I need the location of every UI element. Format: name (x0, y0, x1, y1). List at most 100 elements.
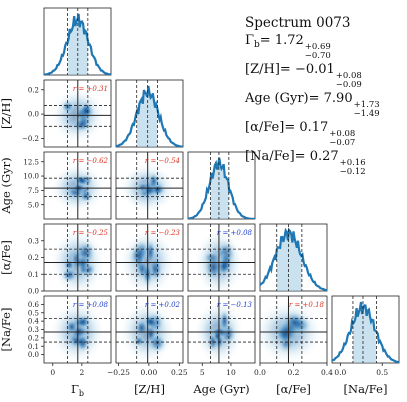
density-blob (60, 267, 79, 284)
density-blob (203, 253, 224, 282)
summary-param-value: 0.27 (309, 149, 339, 164)
x-tick-label: 5 (200, 368, 205, 377)
summary-param-errors: +0.16 −0.12 (340, 159, 366, 177)
y-tick-label: 0.3 (28, 237, 39, 245)
correlation-label: r = −0.23 (145, 229, 181, 237)
correlation-label: r = −0.13 (217, 301, 253, 309)
density-blob (75, 333, 90, 353)
panel-frame (115, 223, 184, 292)
y-axis-label: [α/Fe] (0, 240, 13, 275)
panel-frame (43, 151, 112, 220)
y-tick-label: 0.1 (28, 271, 39, 279)
summary-param-plus: +0.69 (304, 42, 331, 52)
y-tick-label: 0.5 (28, 309, 39, 317)
y-tick-label: 0.2 (28, 86, 39, 94)
summary-param-minus: −0.12 (339, 167, 366, 177)
x-tick-label: 0.4 (321, 368, 333, 377)
summary-param-minus: −1.49 (353, 109, 380, 119)
summary-param-value: 7.90 (323, 91, 353, 106)
summary-param-errors: +0.08 −0.07 (329, 130, 355, 148)
y-tick-label: 0.4 (28, 318, 40, 326)
correlation-label: r = +0.08 (217, 229, 253, 237)
posterior-panel (43, 7, 112, 76)
summary-param-subscript: b (254, 40, 260, 50)
summary-param-label: [α/Fe] (245, 120, 285, 135)
summary-equals: = (279, 62, 295, 77)
x-tick-label: 2 (79, 368, 84, 377)
y-tick-label: 5.0 (28, 201, 39, 209)
summary-param-errors: +0.69 −0.70 (305, 43, 331, 61)
posterior-panel (115, 79, 184, 148)
density-panel (43, 223, 112, 292)
x-tick-label: 0.00 (141, 368, 158, 377)
summary-equals: = (259, 33, 275, 48)
x-axis-label: [Na/Fe] (344, 382, 388, 396)
summary-param-value: −0.01 (294, 62, 335, 77)
summary-param-plus: +1.73 (353, 100, 380, 110)
x-tick-label: 0.25 (171, 368, 188, 377)
panel-frame (115, 295, 184, 364)
summary-param-label: Age (Gyr) (245, 91, 309, 106)
correlation-label: r = +0.02 (145, 301, 181, 309)
x-tick-label: 0.0 (334, 368, 346, 377)
density-panel (115, 151, 184, 220)
y-axis-label: [Z/H] (0, 98, 13, 129)
y-tick-label: 0.0 (28, 111, 39, 119)
density-panel (43, 295, 112, 364)
summary-param-value: 1.72 (274, 33, 304, 48)
x-tick-label: 0.5 (376, 368, 388, 377)
x-axis-label: [Z/H] (134, 382, 165, 396)
summary-param-row: [α/Fe]= 0.17 +0.08 −0.07 (245, 119, 380, 148)
correlation-label: r = −0.54 (145, 157, 180, 165)
summary-panel: Spectrum 0073 Γb= 1.72 +0.69 −0.70 [Z/H]= −… (245, 14, 380, 177)
density-panel (187, 223, 256, 292)
panel-frame (187, 295, 256, 364)
y-tick-label: 0.2 (28, 334, 39, 342)
density-blob (147, 171, 160, 191)
y-tick-label: 0.6 (28, 301, 40, 309)
summary-title: Spectrum 0073 (245, 15, 351, 31)
x-tick-label: 0.2 (288, 368, 300, 377)
summary-param-value: 0.17 (299, 120, 329, 135)
x-tick-label: 0.0 (254, 368, 266, 377)
summary-equals: = (294, 149, 310, 164)
y-tick-label: 0.0 (28, 288, 39, 296)
summary-param-label: Γ (245, 33, 255, 48)
x-tick-label: 0 (50, 368, 55, 377)
posterior-panel (259, 223, 328, 292)
summary-param-row: [Na/Fe]= 0.27 +0.16 −0.12 (245, 148, 380, 177)
posterior-curve (188, 157, 255, 219)
posterior-curve (332, 301, 399, 363)
correlation-label: r = +0.08 (73, 301, 109, 309)
density-panel (115, 295, 184, 364)
credible-interval-fill (352, 302, 377, 363)
y-tick-label: 0.2 (28, 254, 39, 262)
density-blob (64, 319, 79, 335)
y-tick-label: 7.5 (28, 187, 39, 195)
summary-param-minus: −0.09 (335, 80, 362, 90)
correlation-label: r = +0.31 (73, 85, 108, 93)
density-blob (72, 174, 90, 186)
x-axis-label: Age (Gyr) (192, 382, 249, 396)
y-tick-label: 12.5 (23, 158, 39, 166)
density-panel (187, 295, 256, 364)
summary-param-plus: +0.08 (335, 71, 362, 81)
correlation-label: r = −0.62 (73, 157, 109, 165)
correlation-label: r = −0.25 (73, 229, 109, 237)
density-blob (128, 244, 148, 268)
density-blob (72, 116, 92, 133)
density-blob (212, 330, 222, 343)
summary-param-plus: +0.08 (329, 129, 356, 139)
summary-equals: = (284, 120, 300, 135)
density-blob (133, 335, 145, 348)
summary-param-minus: −0.07 (329, 138, 356, 148)
summary-param-minus: −0.70 (304, 51, 331, 61)
summary-param-errors: +1.73 −1.49 (354, 101, 380, 119)
panel-frame (115, 151, 184, 220)
x-axis-label: [α/Fe] (276, 382, 311, 396)
summary-param-label: [Na/Fe] (245, 149, 295, 164)
panel-frame (43, 79, 112, 148)
summary-param-row: [Z/H]= −0.01 +0.08 −0.09 (245, 61, 380, 90)
summary-param-errors: +0.08 −0.09 (336, 72, 362, 90)
